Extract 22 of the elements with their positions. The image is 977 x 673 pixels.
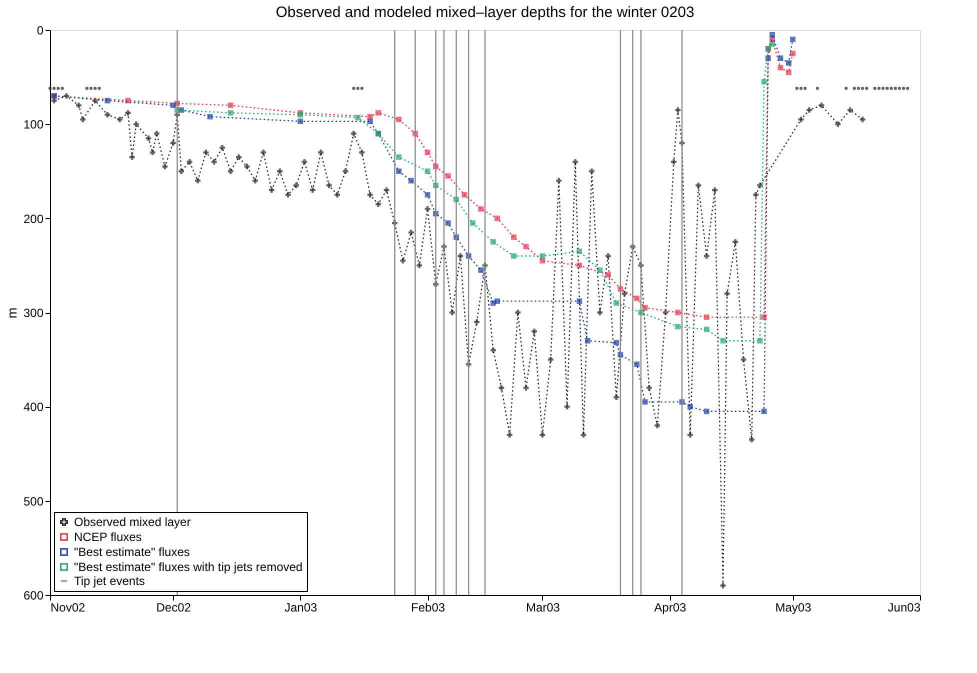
y-tick-label: 400 bbox=[23, 400, 44, 414]
y-tick-label: 600 bbox=[23, 588, 44, 602]
x-tick-label: Apr03 bbox=[654, 600, 686, 614]
chart-title: Observed and modeled mixed–layer depths for the winter 0203 bbox=[276, 4, 694, 21]
legend-label: NCEP fluxes bbox=[74, 530, 142, 544]
y-tick-label: 100 bbox=[23, 118, 44, 132]
legend-label: Observed mixed layer bbox=[74, 515, 191, 529]
x-tick-label: Mar03 bbox=[526, 600, 560, 614]
y-tick-label: 0 bbox=[36, 24, 44, 38]
legend-label: "Best estimate" fluxes bbox=[74, 545, 190, 559]
y-tick-label: 300 bbox=[23, 306, 44, 320]
y-axis-title: m bbox=[4, 308, 20, 318]
x-tick-label: Jan03 bbox=[284, 600, 318, 614]
y-tick-label: 500 bbox=[23, 494, 44, 508]
x-tick-label: Nov02 bbox=[50, 600, 86, 614]
y-tick-label: 200 bbox=[23, 212, 44, 226]
x-tick-label: Dec02 bbox=[156, 600, 192, 614]
legend-label: "Best estimate" fluxes with tip jets removed bbox=[74, 560, 303, 574]
x-tick-label: Jun03 bbox=[888, 600, 921, 614]
x-tick-label: Feb03 bbox=[411, 600, 446, 614]
ref-line-label: Tip jet events bbox=[74, 574, 145, 588]
x-tick-label: May03 bbox=[775, 600, 812, 614]
